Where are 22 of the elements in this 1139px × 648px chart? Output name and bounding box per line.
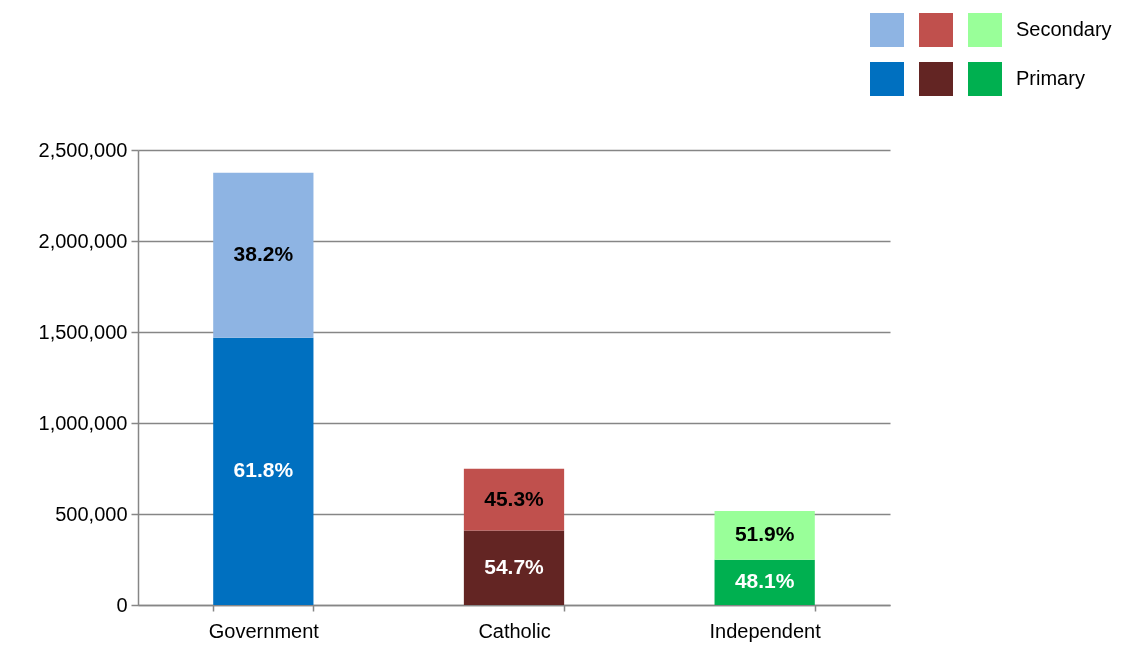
- annotation: 38.2%: [233, 242, 294, 266]
- bar: [463, 530, 565, 605]
- bar: [714, 511, 815, 560]
- annotation: 54.7%: [484, 554, 545, 578]
- bar: [213, 337, 314, 605]
- y-tick-label: 1,500,000: [38, 320, 128, 343]
- x-tick-label: Independent: [709, 619, 822, 642]
- x-tick-label: Catholic: [478, 619, 551, 642]
- annotation: 45.3%: [484, 486, 545, 510]
- y-tick-label: 1,000,000: [38, 411, 128, 434]
- annotation: 51.9%: [734, 522, 795, 546]
- x-tick-label: Government: [208, 619, 320, 642]
- bar: [213, 172, 314, 338]
- y-tick-label: 2,500,000: [38, 138, 128, 161]
- legend-label: Secondary: [1016, 18, 1112, 40]
- annotation: 61.8%: [233, 458, 294, 482]
- y-tick-label: 500,000: [55, 502, 128, 525]
- y-tick-label: 0: [116, 593, 128, 616]
- annotation: 48.1%: [734, 569, 795, 593]
- y-tick-label: 2,000,000: [38, 229, 128, 252]
- legend-label: Primary: [1016, 67, 1085, 89]
- bar: [463, 468, 565, 531]
